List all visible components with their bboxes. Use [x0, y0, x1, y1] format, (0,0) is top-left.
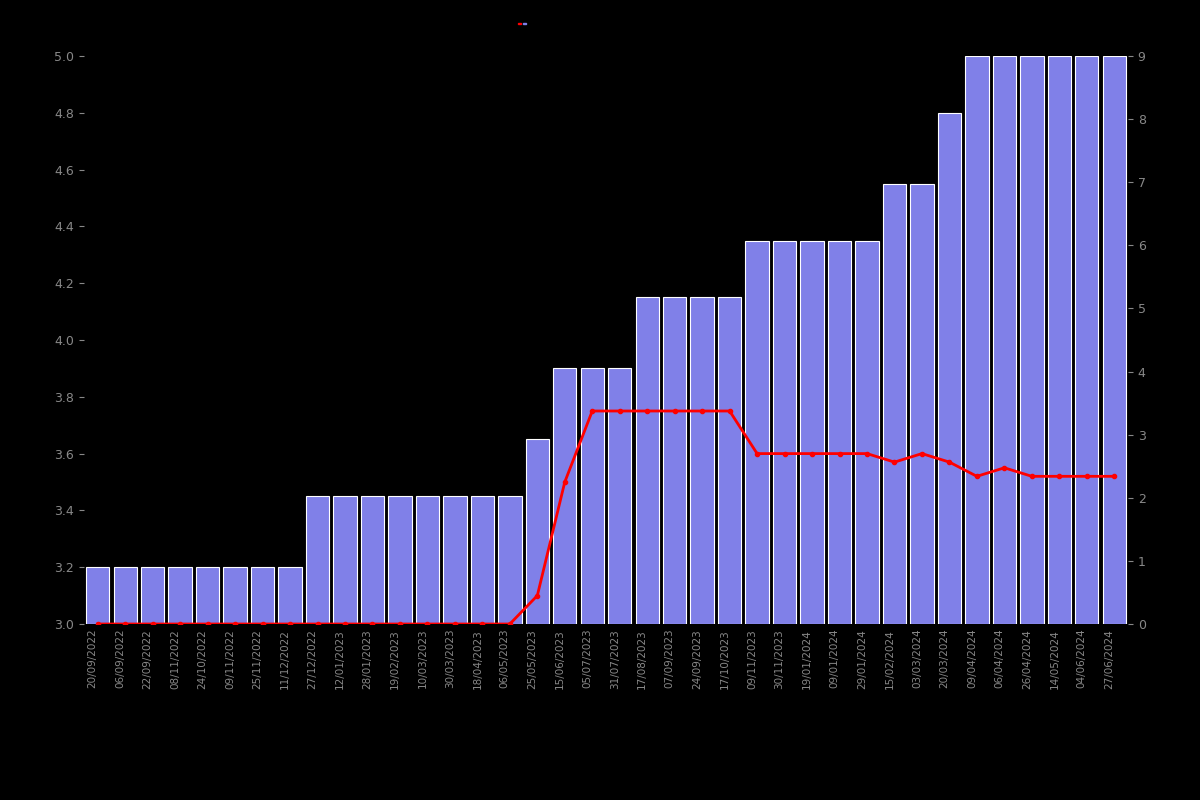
Bar	[114, 567, 137, 624]
Bar	[251, 567, 275, 624]
Bar	[1075, 56, 1098, 624]
Legend: , : ,	[518, 22, 527, 24]
Bar	[636, 298, 659, 624]
Bar	[965, 56, 989, 624]
Bar	[911, 184, 934, 624]
Bar	[334, 496, 356, 624]
Bar	[526, 439, 548, 624]
Bar	[1020, 56, 1044, 624]
Bar	[773, 241, 797, 624]
Bar	[196, 567, 220, 624]
Bar	[86, 567, 109, 624]
Bar	[856, 241, 878, 624]
Bar	[498, 496, 522, 624]
Bar	[581, 368, 604, 624]
Bar	[470, 496, 494, 624]
Bar	[745, 241, 769, 624]
Bar	[553, 368, 576, 624]
Bar	[361, 496, 384, 624]
Bar	[937, 113, 961, 624]
Bar	[389, 496, 412, 624]
Bar	[223, 567, 247, 624]
Bar	[690, 298, 714, 624]
Bar	[800, 241, 823, 624]
Bar	[608, 368, 631, 624]
Bar	[992, 56, 1016, 624]
Bar	[415, 496, 439, 624]
Bar	[1048, 56, 1070, 624]
Bar	[443, 496, 467, 624]
Bar	[1103, 56, 1126, 624]
Bar	[142, 567, 164, 624]
Bar	[883, 184, 906, 624]
Bar	[664, 298, 686, 624]
Bar	[718, 298, 742, 624]
Bar	[278, 567, 301, 624]
Bar	[828, 241, 851, 624]
Bar	[306, 496, 329, 624]
Bar	[168, 567, 192, 624]
